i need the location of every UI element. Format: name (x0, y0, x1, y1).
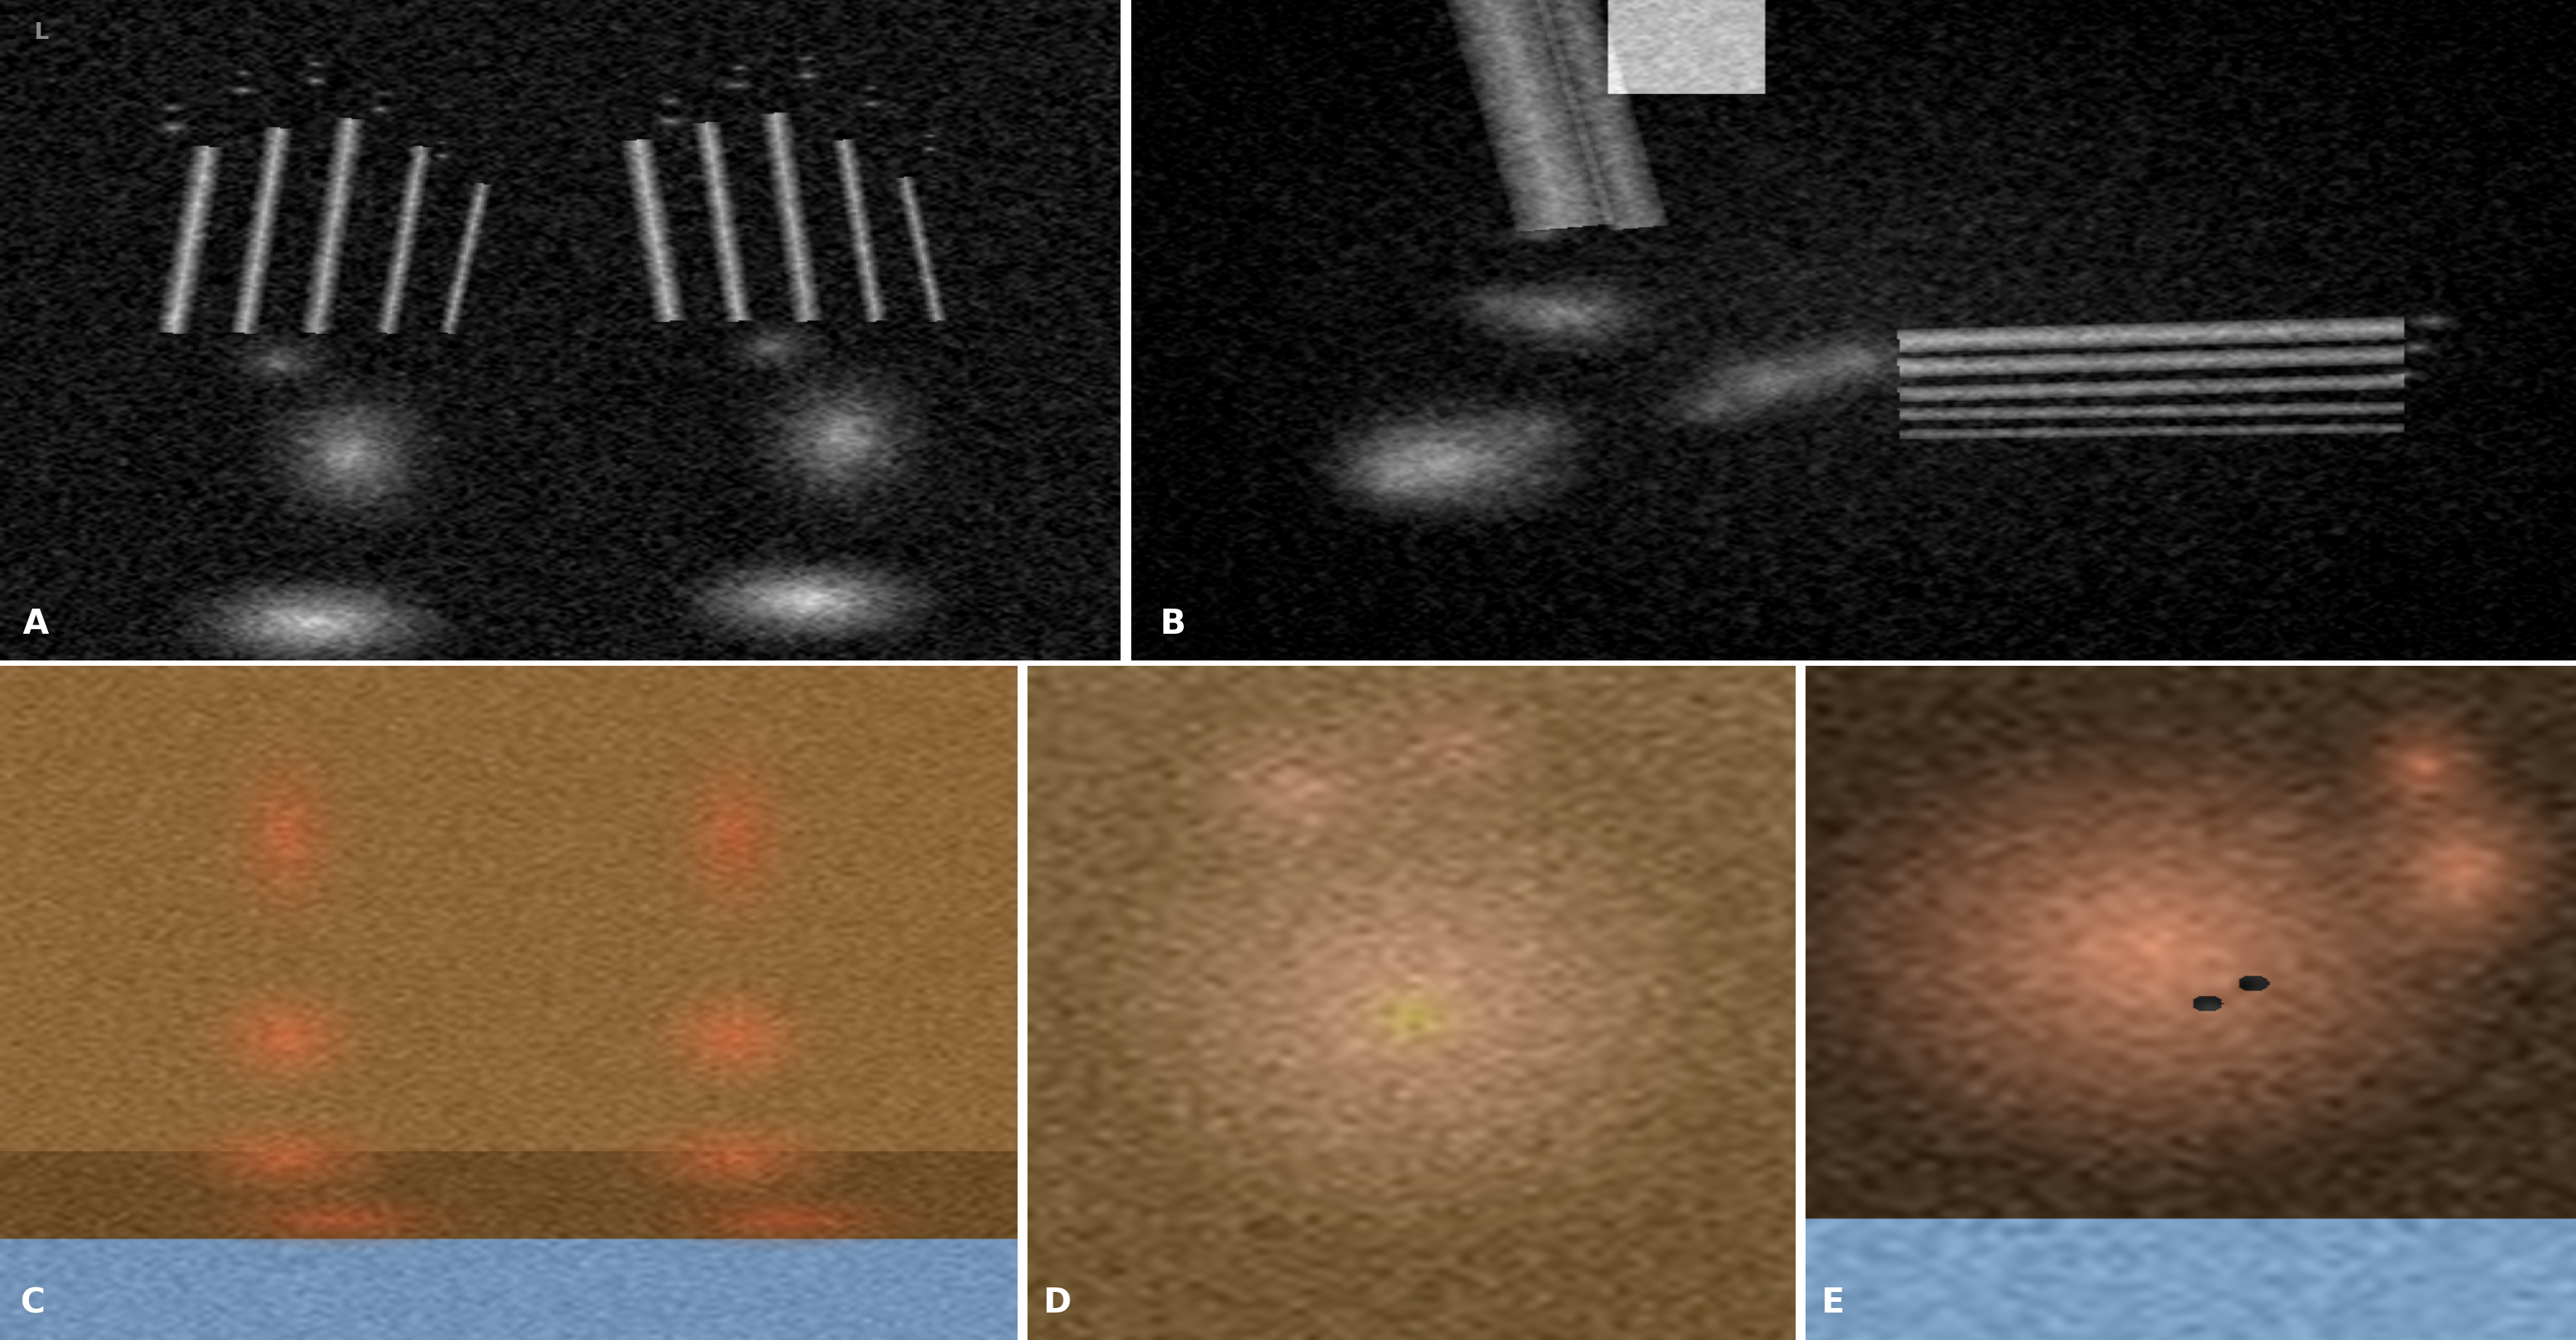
Text: E: E (1821, 1286, 1844, 1320)
Text: D: D (1043, 1286, 1072, 1320)
Text: C: C (21, 1286, 46, 1320)
Text: L: L (33, 21, 49, 43)
Text: A: A (23, 608, 49, 641)
Text: B: B (1159, 608, 1185, 641)
